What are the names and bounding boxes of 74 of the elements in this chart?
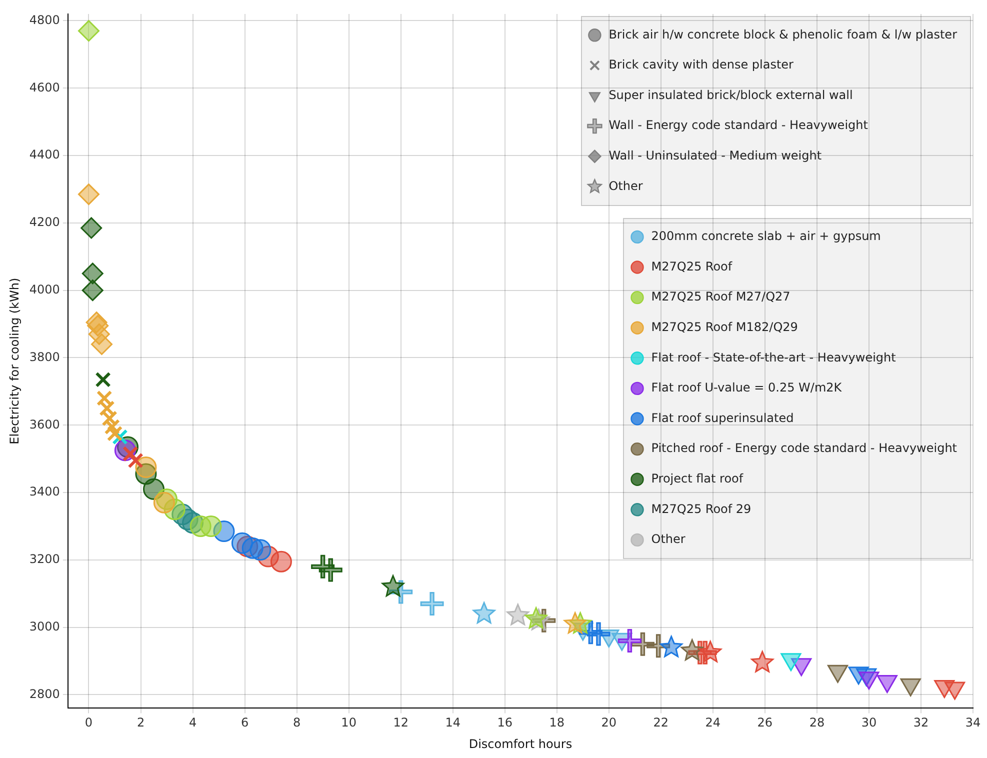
legend-label: Project flat roof	[651, 471, 744, 486]
point	[82, 262, 104, 284]
x-tick-label: 26	[757, 716, 773, 730]
x-tick-label: 10	[341, 716, 356, 730]
x-tick-label: 24	[705, 716, 721, 730]
point	[318, 558, 342, 582]
point	[128, 452, 144, 468]
y-tick-label: 4600	[29, 80, 60, 94]
x-tick-label: 18	[549, 716, 565, 730]
y-tick-label: 3800	[29, 350, 60, 364]
x-tick-label: 2	[136, 716, 145, 730]
legend-label: 200mm concrete slab + air + gypsum	[651, 229, 881, 244]
x-tick-label: 16	[497, 716, 513, 730]
legend-label: M27Q25 Roof M182/Q29	[651, 320, 798, 334]
point	[382, 575, 404, 597]
legend-label: Flat roof superinsulated	[651, 410, 794, 425]
x-tick-label: 22	[653, 716, 669, 730]
point	[95, 372, 111, 388]
legend-label: Flat roof U-value = 0.25 W/m2K	[651, 380, 843, 395]
y-tick-label: 2800	[29, 686, 60, 701]
point	[91, 334, 112, 355]
legend-label: Brick air h/w concrete block & phenolic foam & l/w plaster	[608, 27, 958, 42]
point	[135, 456, 157, 478]
x-tick-label: 12	[393, 716, 408, 730]
legend-label: Super insulated brick/block external wall	[608, 88, 853, 102]
legend-label: M27Q25 Roof M27/Q27	[651, 290, 790, 304]
point	[699, 640, 722, 662]
point	[78, 20, 100, 42]
x-tick-label: 6	[240, 716, 249, 730]
x-axis-title: Discomfort hours	[468, 736, 572, 751]
legend-label: Other	[651, 532, 686, 546]
point	[104, 418, 120, 435]
x-tick-label: 8	[292, 716, 301, 730]
legend-label: Other	[608, 178, 643, 193]
point	[420, 592, 444, 616]
y-tick-label: 4200	[29, 215, 60, 230]
point	[506, 604, 530, 626]
point	[80, 217, 102, 239]
x-tick-label: 14	[445, 716, 460, 730]
y-tick-label: 3600	[29, 417, 60, 432]
y-tick-label: 3200	[29, 552, 60, 566]
point	[270, 550, 292, 572]
y-axis-title: Electricity for cooling (kWh)	[7, 278, 22, 444]
point	[618, 629, 642, 653]
y-tick-label: 4400	[29, 148, 60, 162]
point	[106, 426, 123, 442]
point	[472, 602, 496, 624]
point	[680, 639, 704, 661]
y-tick-label: 3400	[29, 484, 60, 499]
point	[200, 515, 222, 537]
legend-label: Pitched roof - Energy code standard - Heavyweight	[651, 441, 958, 456]
legend-label: M27Q25 Roof	[651, 259, 733, 274]
legend-label: Wall - Uninsulated - Medium weight	[608, 148, 822, 162]
x-tick-label: 34	[965, 716, 981, 730]
legend-label: Flat roof - State-of-the-art - Heavyweight	[651, 350, 896, 364]
y-tick-label: 3000	[29, 619, 60, 634]
legend-label: Wall - Energy code standard - Heavyweight	[608, 118, 868, 132]
legend-label: Brick cavity with dense plaster	[608, 58, 794, 72]
point	[660, 636, 683, 658]
y-tick-label: 4000	[29, 282, 60, 296]
point	[751, 650, 774, 672]
x-tick-label: 30	[861, 716, 877, 730]
point	[564, 612, 586, 634]
x-tick-label: 32	[913, 716, 929, 730]
point	[82, 280, 104, 302]
legend-label: M27Q25 Roof 29	[651, 502, 752, 516]
point	[250, 539, 272, 561]
x-tick-label: 0	[84, 716, 93, 730]
point	[78, 184, 100, 206]
x-tick-label: 28	[809, 716, 825, 730]
point	[586, 622, 610, 646]
y-tick-label: 4800	[29, 12, 60, 27]
x-tick-label: 20	[601, 716, 617, 730]
x-tick-label: 4	[188, 716, 197, 730]
